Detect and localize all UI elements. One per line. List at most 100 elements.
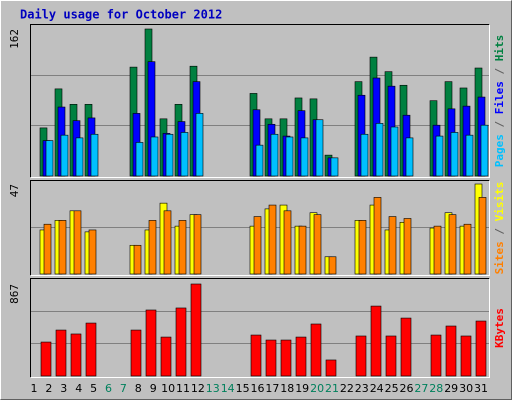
legend-entry: Pages bbox=[493, 134, 506, 167]
bar bbox=[463, 223, 472, 275]
x-tick-label: 12 bbox=[191, 382, 205, 395]
bar bbox=[400, 317, 412, 377]
x-tick-label: 5 bbox=[90, 382, 97, 395]
x-tick-label: 10 bbox=[161, 382, 175, 395]
bar bbox=[45, 140, 54, 177]
x-tick-label: 23 bbox=[355, 382, 369, 395]
panel-edge-dark bbox=[30, 180, 490, 276]
bar bbox=[58, 220, 67, 275]
bar bbox=[70, 333, 82, 377]
x-tick-label: 28 bbox=[429, 382, 443, 395]
bar bbox=[270, 133, 279, 177]
bar bbox=[85, 322, 97, 377]
legend-separator: / bbox=[493, 114, 506, 134]
bar bbox=[405, 137, 414, 177]
panel-edge-dark bbox=[30, 24, 490, 178]
x-tick-label: 27 bbox=[414, 382, 428, 395]
bar bbox=[280, 339, 292, 377]
bar bbox=[253, 216, 262, 275]
bar bbox=[165, 133, 174, 177]
bar bbox=[298, 225, 307, 275]
panel-edge-light bbox=[30, 180, 490, 276]
bar bbox=[445, 325, 457, 377]
bar bbox=[390, 126, 399, 177]
y-tick-label: 867 bbox=[8, 284, 21, 304]
bar bbox=[73, 210, 82, 275]
x-tick-label: 2 bbox=[45, 382, 52, 395]
bar bbox=[190, 283, 202, 377]
bar bbox=[450, 132, 459, 177]
bar bbox=[433, 225, 442, 275]
bar bbox=[43, 223, 52, 275]
bar bbox=[195, 113, 204, 177]
bar bbox=[295, 336, 307, 377]
legend-entry: Visits bbox=[493, 182, 506, 222]
bar bbox=[360, 133, 369, 177]
x-tick-label: 20 bbox=[310, 382, 324, 395]
y-tick-label: 47 bbox=[8, 184, 21, 197]
bar bbox=[88, 229, 97, 275]
bar bbox=[373, 197, 382, 275]
x-tick-label: 4 bbox=[75, 382, 82, 395]
x-tick-label: 29 bbox=[444, 382, 458, 395]
legend: Sites / Visits bbox=[493, 182, 506, 275]
bar bbox=[325, 359, 337, 377]
legend-separator: / bbox=[493, 61, 506, 81]
bar bbox=[90, 133, 99, 177]
bar bbox=[285, 136, 294, 177]
x-tick-label: 3 bbox=[60, 382, 67, 395]
x-tick-label: 19 bbox=[295, 382, 309, 395]
bar bbox=[355, 335, 367, 377]
x-tick-label: 8 bbox=[135, 382, 142, 395]
bar bbox=[135, 142, 144, 177]
bar bbox=[330, 157, 339, 177]
bar bbox=[315, 119, 324, 177]
x-tick-label: 26 bbox=[400, 382, 414, 395]
panel-edge-light bbox=[30, 24, 490, 178]
bar bbox=[265, 339, 277, 377]
bar bbox=[480, 124, 489, 177]
bar bbox=[193, 214, 202, 275]
x-tick-label: 6 bbox=[105, 382, 112, 395]
x-tick-label: 7 bbox=[120, 382, 127, 395]
bar bbox=[175, 307, 187, 377]
x-tick-label: 25 bbox=[385, 382, 399, 395]
legend: KBytes bbox=[493, 308, 506, 348]
bar bbox=[475, 320, 487, 377]
bar bbox=[255, 144, 264, 177]
bar bbox=[448, 214, 457, 275]
legend-entry: Hits bbox=[493, 35, 506, 62]
x-tick-label: 1 bbox=[31, 382, 38, 395]
panel-edge-light bbox=[30, 278, 490, 378]
x-tick-label: 22 bbox=[340, 382, 354, 395]
legend-separator: / bbox=[493, 221, 506, 241]
bar bbox=[145, 309, 157, 377]
bar bbox=[370, 305, 382, 377]
bar bbox=[435, 135, 444, 177]
bar bbox=[180, 132, 189, 177]
bar bbox=[133, 244, 142, 275]
bar bbox=[313, 214, 322, 275]
x-tick-label: 31 bbox=[474, 382, 488, 395]
x-tick-label: 21 bbox=[325, 382, 339, 395]
bar bbox=[178, 220, 187, 275]
legend-entry: Files bbox=[493, 81, 506, 114]
panel-edge-dark bbox=[30, 278, 490, 378]
bar bbox=[385, 335, 397, 377]
x-tick-label: 30 bbox=[459, 382, 473, 395]
bar bbox=[388, 216, 397, 275]
bar bbox=[160, 336, 172, 377]
bar bbox=[148, 220, 157, 275]
legend-entry: Sites bbox=[493, 241, 506, 274]
bar bbox=[465, 134, 474, 177]
bar bbox=[250, 334, 262, 377]
bar bbox=[150, 136, 159, 177]
x-tick-label: 13 bbox=[206, 382, 220, 395]
x-tick-label: 17 bbox=[265, 382, 279, 395]
x-tick-label: 15 bbox=[236, 382, 250, 395]
bar bbox=[60, 134, 69, 177]
x-tick-label: 11 bbox=[176, 382, 190, 395]
bar bbox=[328, 256, 337, 275]
